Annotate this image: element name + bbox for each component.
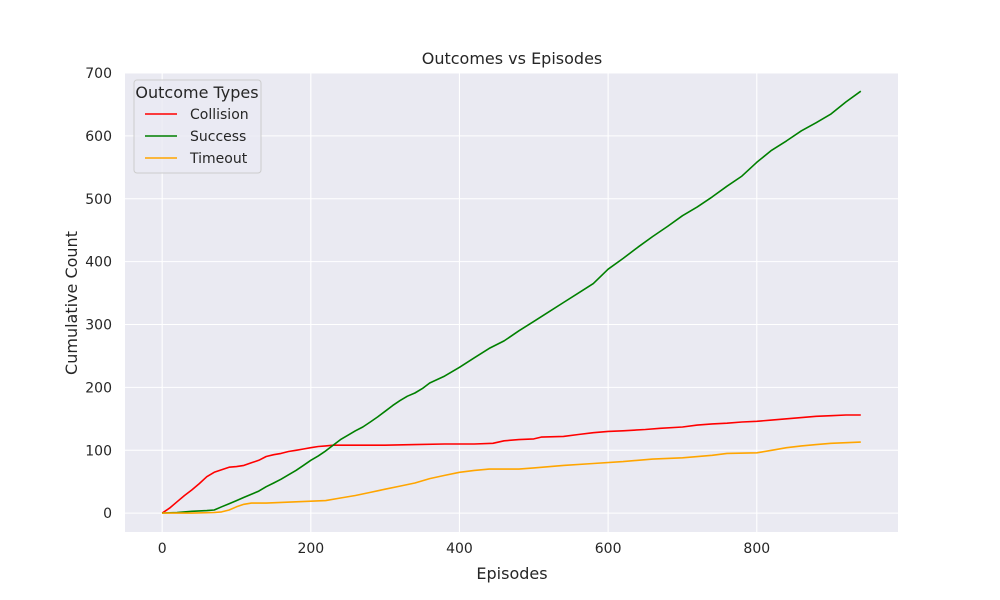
- legend-title: Outcome Types: [135, 83, 258, 102]
- legend-items: Collision Success Timeout: [145, 107, 249, 167]
- legend-label-timeout: Timeout: [189, 151, 248, 167]
- x-axis-label: Episodes: [476, 564, 547, 583]
- chart-title: Outcomes vs Episodes: [422, 49, 603, 68]
- y-tick-label: 300: [85, 318, 112, 334]
- legend-box: [133, 79, 262, 174]
- series-line-success: [162, 90, 862, 514]
- x-tick-label: 200: [297, 541, 324, 557]
- y-tick-label: 100: [85, 443, 112, 459]
- series-line-timeout: [162, 441, 861, 514]
- y-tick-label: 500: [85, 192, 112, 208]
- legend: Outcome Types Collision Success Timeout: [133, 79, 262, 174]
- x-tick-label: 0: [158, 541, 167, 557]
- x-axis-ticks: 0 200 400 600 800: [158, 541, 770, 557]
- legend-label-collision: Collision: [190, 107, 249, 123]
- y-axis-label: Cumulative Count: [62, 231, 81, 375]
- y-tick-label: 600: [85, 129, 112, 145]
- series-line-collision: [161, 414, 861, 514]
- series-lines: [161, 90, 862, 514]
- y-tick-label: 200: [85, 380, 112, 396]
- x-tick-label: 800: [743, 541, 770, 557]
- y-tick-label: 700: [85, 66, 112, 82]
- y-tick-label: 0: [103, 506, 112, 522]
- x-tick-label: 600: [595, 541, 622, 557]
- legend-label-success: Success: [190, 129, 246, 145]
- y-tick-label: 400: [85, 255, 112, 271]
- x-tick-label: 400: [446, 541, 473, 557]
- y-axis-ticks: 0 100 200 300 400 500 600 700: [85, 66, 112, 522]
